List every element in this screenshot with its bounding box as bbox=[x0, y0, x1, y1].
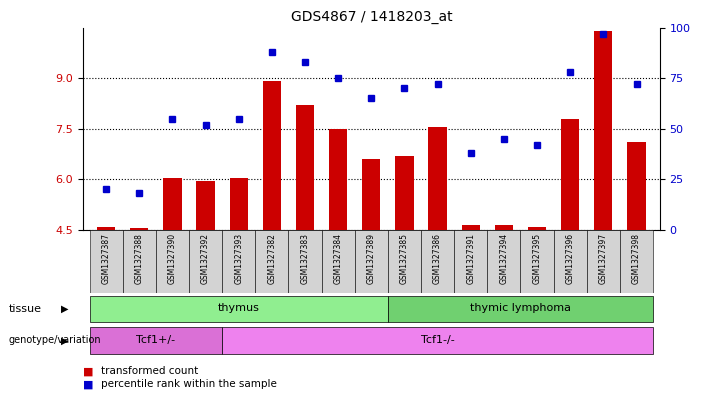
FancyBboxPatch shape bbox=[189, 230, 222, 293]
Text: GSM1327388: GSM1327388 bbox=[135, 233, 143, 284]
Text: genotype/variation: genotype/variation bbox=[9, 335, 101, 345]
Text: thymus: thymus bbox=[218, 303, 260, 313]
Text: GSM1327387: GSM1327387 bbox=[102, 233, 110, 284]
Text: ■: ■ bbox=[83, 379, 94, 389]
FancyBboxPatch shape bbox=[388, 296, 653, 321]
Text: percentile rank within the sample: percentile rank within the sample bbox=[101, 379, 277, 389]
FancyBboxPatch shape bbox=[521, 230, 554, 293]
Text: GSM1327390: GSM1327390 bbox=[168, 233, 177, 284]
Bar bbox=[594, 31, 612, 230]
Text: tissue: tissue bbox=[9, 304, 42, 314]
Bar bbox=[561, 119, 580, 230]
Text: GSM1327394: GSM1327394 bbox=[500, 233, 508, 284]
Title: GDS4867 / 1418203_at: GDS4867 / 1418203_at bbox=[291, 10, 452, 24]
Text: Tcf1-/-: Tcf1-/- bbox=[421, 335, 454, 345]
Text: GSM1327392: GSM1327392 bbox=[201, 233, 210, 284]
Bar bbox=[395, 156, 414, 230]
Bar bbox=[196, 181, 215, 230]
FancyBboxPatch shape bbox=[222, 327, 653, 354]
Text: GSM1327383: GSM1327383 bbox=[301, 233, 309, 284]
Text: GSM1327384: GSM1327384 bbox=[334, 233, 342, 284]
FancyBboxPatch shape bbox=[587, 230, 620, 293]
Text: GSM1327397: GSM1327397 bbox=[599, 233, 608, 284]
Bar bbox=[229, 178, 248, 230]
FancyBboxPatch shape bbox=[355, 230, 388, 293]
Text: ▶: ▶ bbox=[61, 304, 68, 314]
Text: Tcf1+/-: Tcf1+/- bbox=[136, 335, 175, 345]
Text: GSM1327396: GSM1327396 bbox=[566, 233, 575, 284]
Bar bbox=[97, 226, 115, 230]
Bar bbox=[461, 225, 480, 230]
FancyBboxPatch shape bbox=[421, 230, 454, 293]
Bar bbox=[362, 159, 381, 230]
FancyBboxPatch shape bbox=[89, 230, 123, 293]
FancyBboxPatch shape bbox=[322, 230, 355, 293]
FancyBboxPatch shape bbox=[255, 230, 288, 293]
Bar bbox=[131, 228, 149, 230]
FancyBboxPatch shape bbox=[554, 230, 587, 293]
FancyBboxPatch shape bbox=[620, 230, 653, 293]
FancyBboxPatch shape bbox=[89, 327, 222, 354]
Text: thymic lymphoma: thymic lymphoma bbox=[470, 303, 571, 313]
Text: ■: ■ bbox=[83, 366, 94, 376]
Bar bbox=[296, 105, 314, 230]
Text: GSM1327398: GSM1327398 bbox=[632, 233, 641, 284]
Bar bbox=[163, 178, 182, 230]
Text: transformed count: transformed count bbox=[101, 366, 198, 376]
FancyBboxPatch shape bbox=[156, 230, 189, 293]
Bar bbox=[329, 129, 348, 230]
Bar bbox=[495, 225, 513, 230]
FancyBboxPatch shape bbox=[89, 296, 388, 321]
FancyBboxPatch shape bbox=[288, 230, 322, 293]
Bar bbox=[428, 127, 447, 230]
Text: GSM1327385: GSM1327385 bbox=[400, 233, 409, 284]
FancyBboxPatch shape bbox=[454, 230, 487, 293]
Bar bbox=[627, 142, 645, 230]
Bar bbox=[528, 226, 547, 230]
FancyBboxPatch shape bbox=[123, 230, 156, 293]
Text: GSM1327389: GSM1327389 bbox=[367, 233, 376, 284]
FancyBboxPatch shape bbox=[388, 230, 421, 293]
FancyBboxPatch shape bbox=[222, 230, 255, 293]
Text: GSM1327391: GSM1327391 bbox=[466, 233, 475, 284]
Text: GSM1327393: GSM1327393 bbox=[234, 233, 243, 284]
FancyBboxPatch shape bbox=[487, 230, 521, 293]
Text: ▶: ▶ bbox=[61, 335, 68, 345]
Bar bbox=[262, 81, 281, 230]
Text: GSM1327395: GSM1327395 bbox=[533, 233, 541, 284]
Text: GSM1327386: GSM1327386 bbox=[433, 233, 442, 284]
Text: GSM1327382: GSM1327382 bbox=[267, 233, 276, 284]
